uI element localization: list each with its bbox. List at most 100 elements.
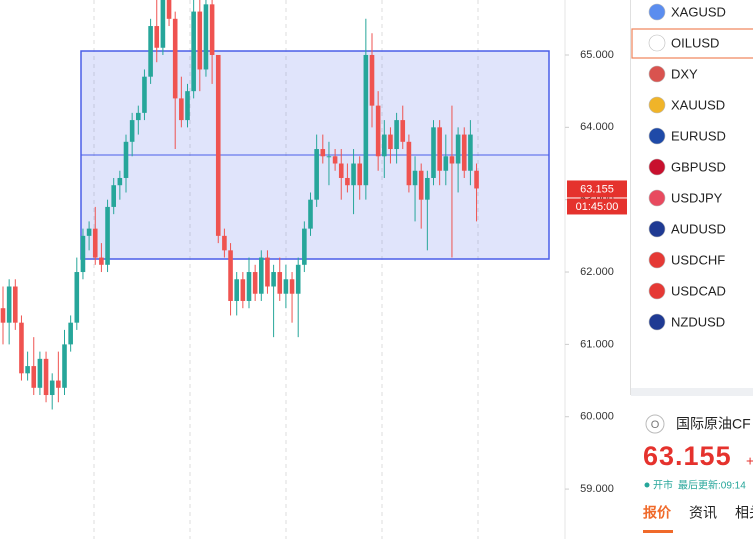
tab[interactable]: 报价	[643, 505, 672, 521]
symbol-icon[interactable]	[648, 65, 666, 83]
candle-body	[148, 26, 153, 77]
symbol-icon[interactable]	[648, 251, 666, 269]
tab-underline	[643, 530, 673, 533]
symbol[interactable]: DXY	[671, 66, 698, 81]
symbol-icon[interactable]	[648, 34, 666, 52]
candle-body	[234, 279, 239, 301]
instrument-name: 国际原油CF	[676, 416, 751, 432]
candle-body	[345, 177, 350, 186]
y-tick-label: 62.000	[580, 266, 614, 278]
symbol[interactable]: AUDUSD	[671, 221, 726, 236]
candle-body	[92, 228, 98, 258]
candle-body	[166, 0, 172, 19]
candle-body	[19, 322, 24, 374]
last-price-tag	[567, 180, 627, 198]
candle-body	[314, 149, 319, 200]
symbol[interactable]: NZDUSD	[671, 314, 725, 329]
last-update: 最后更新:09:14	[678, 479, 746, 492]
candle-body	[160, 0, 166, 48]
y-tick-label: 61.000	[580, 338, 614, 350]
candle-body	[105, 206, 110, 265]
candle-body	[111, 185, 116, 207]
candle-body	[117, 177, 123, 186]
chart-area	[0, 0, 550, 539]
candle-body	[142, 76, 147, 113]
candle-body	[449, 156, 455, 164]
candle-body	[363, 54, 369, 186]
symbol-icon[interactable]	[648, 282, 666, 300]
candle-body	[461, 134, 467, 171]
candle-body	[56, 380, 61, 388]
candle-body	[185, 91, 190, 121]
candle-body	[74, 272, 80, 323]
candle-body	[80, 235, 86, 273]
tab[interactable]: 相关	[735, 505, 753, 521]
symbol-icon[interactable]	[648, 158, 666, 176]
candle-body	[0, 308, 6, 323]
price-axis: 59.00060.00061.00062.00063.00064.00065.0…	[565, 49, 627, 495]
candle-body	[222, 235, 227, 251]
candle-body	[37, 358, 43, 388]
candle-body	[468, 134, 473, 171]
symbol[interactable]: XAUUSD	[671, 97, 725, 112]
candle-body	[388, 134, 393, 150]
candle-body	[406, 141, 412, 186]
last-price-label: 63.155	[580, 183, 614, 195]
candle-body	[375, 105, 381, 157]
symbol-icon	[645, 414, 665, 434]
icon-letter: O	[651, 419, 660, 431]
candle-body	[271, 272, 276, 287]
candle-body	[265, 257, 270, 287]
price: 63.155	[643, 441, 732, 471]
y-tick-label: 65.000	[580, 49, 614, 61]
market-status: 开市	[653, 479, 673, 492]
symbol-icon[interactable]	[648, 220, 666, 238]
candle-body	[62, 344, 67, 388]
candle-body	[400, 120, 406, 142]
candle-body	[455, 134, 461, 164]
symbol-icon[interactable]	[648, 96, 666, 114]
candle-body	[6, 286, 12, 323]
symbol[interactable]: USDCAD	[671, 283, 726, 298]
tab[interactable]: 资讯	[689, 505, 717, 521]
candle-body	[197, 11, 203, 70]
candle-body	[179, 98, 184, 121]
symbol[interactable]: GBPUSD	[671, 159, 726, 174]
candle-body	[191, 11, 196, 92]
symbol[interactable]: OILUSD	[671, 35, 719, 50]
symbol[interactable]: USDCHF	[671, 252, 725, 267]
candle-body	[25, 366, 30, 374]
candle-body	[43, 358, 49, 396]
symbol[interactable]: XAGUSD	[671, 4, 726, 19]
candle-body	[123, 141, 129, 178]
candle-body	[203, 4, 209, 70]
candle-body	[351, 163, 356, 186]
candle-body	[425, 177, 430, 200]
symbol-icon[interactable]	[648, 3, 666, 21]
candle-body	[259, 257, 264, 294]
y-tick-label: 59.000	[580, 483, 614, 495]
candle-body	[252, 272, 258, 294]
candle-body	[302, 228, 307, 265]
change: +	[746, 453, 753, 469]
symbol-icon[interactable]	[648, 313, 666, 331]
quote-panel: O 国际原油CF 63.155 + 开市 最后更新:09:14 报价 资讯 相关	[643, 414, 753, 533]
symbol[interactable]: EURUSD	[671, 128, 726, 143]
symbol-icon[interactable]	[648, 189, 666, 207]
watchlist: XAGUSD OILUSD DXY XAUUSD EURUSD GBPUSD USDJPY A…	[631, 3, 753, 331]
status-dot	[644, 482, 650, 488]
candle-body	[474, 170, 479, 189]
candle-body	[129, 120, 135, 142]
candle-body	[289, 279, 295, 294]
candle-body	[86, 228, 92, 236]
symbol-icon[interactable]	[648, 127, 666, 145]
candle-body	[136, 112, 141, 121]
candle-body	[326, 156, 332, 158]
candle-body	[99, 257, 104, 265]
y-tick-label: 64.000	[580, 121, 614, 133]
candle-body	[283, 279, 289, 294]
countdown-tag	[567, 198, 627, 215]
symbol[interactable]: USDJPY	[671, 190, 723, 205]
candle-body	[332, 156, 338, 164]
candle-body	[228, 250, 233, 301]
